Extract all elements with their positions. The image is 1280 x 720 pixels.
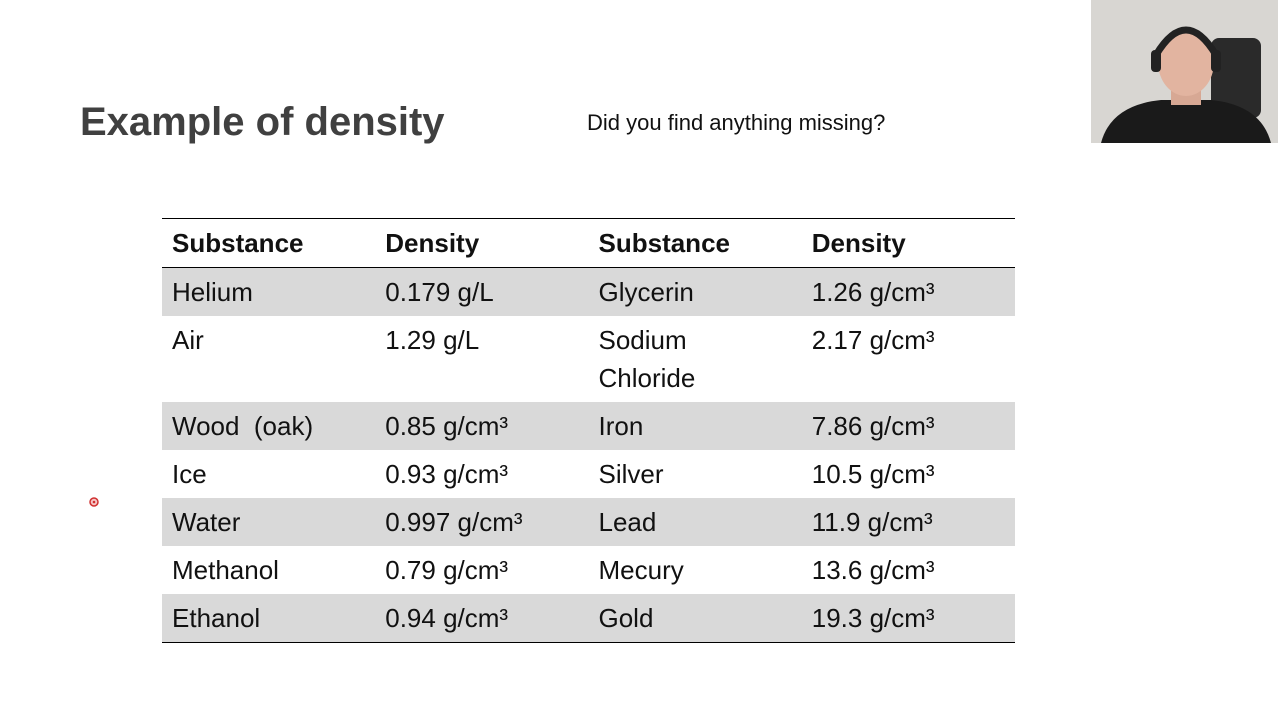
table-cell: Ethanol — [162, 594, 375, 643]
header-cell: Substance — [172, 228, 304, 258]
cell-text: 0.94 g/cm³ — [385, 603, 509, 633]
table-cell: Iron — [589, 402, 802, 450]
table-cell: 0.79 g/cm³ — [375, 546, 588, 594]
table-cell: Gold — [589, 594, 802, 643]
table-cell: Lead — [589, 498, 802, 546]
table-cell: 13.6 g/cm³ — [802, 546, 1015, 594]
table-cell: 7.86 g/cm³ — [802, 402, 1015, 450]
table-row: Wood (oak) 0.85 g/cm³ Iron 7.86 g/cm³ — [162, 402, 1015, 450]
table-cell: 10.5 g/cm³ — [802, 450, 1015, 498]
header-cell: Substance — [598, 228, 731, 258]
table-cell: Glycerin — [589, 268, 802, 317]
cell-text: 13.6 g/cm³ — [811, 555, 935, 585]
table-cell: Water — [162, 498, 375, 546]
table-cell: 1.26 g/cm³ — [802, 268, 1015, 317]
table-cell: 0.179 g/L — [375, 268, 588, 317]
cell-text: Air — [172, 325, 204, 355]
table-row: Air 1.29 g/L Sodium Chloride 2.17 g/cm³ — [162, 316, 1015, 402]
cell-text: 1.29 g/L — [385, 325, 480, 355]
webcam-view — [1091, 0, 1278, 143]
header-row: Substance Density Substance Density — [162, 218, 1015, 268]
cell-text: Gold — [598, 603, 654, 633]
cell-text: Sodium Chloride — [598, 325, 696, 393]
cell-text: Helium — [172, 277, 253, 307]
cell-text: Water — [172, 507, 241, 537]
table-cell: 1.29 g/L — [375, 316, 588, 402]
cell-text: Ice — [172, 459, 207, 489]
cell-text: 0.79 g/cm³ — [385, 555, 509, 585]
density-table: Substance Density Substance Density Heli… — [162, 218, 1015, 643]
table-cell: Ice — [162, 450, 375, 498]
cell-text: Lead — [598, 507, 657, 537]
cell-text: 10.5 g/cm³ — [811, 459, 935, 489]
cell-text: 0.997 g/cm³ — [385, 507, 523, 537]
cell-text: Ethanol — [172, 603, 261, 633]
table-cell: 0.997 g/cm³ — [375, 498, 588, 546]
table-row: Ethanol 0.94 g/cm³ Gold 19.3 g/cm³ — [162, 594, 1015, 643]
header-cell: Density — [811, 228, 906, 258]
table-cell: 0.85 g/cm³ — [375, 402, 588, 450]
table-body: Helium 0.179 g/L Glycerin 1.26 g/cm³ Air 1.29… — [162, 267, 1015, 643]
table-cell: Silver — [589, 450, 802, 498]
cell-text: 7.86 g/cm³ — [811, 411, 935, 441]
table-cell: Sodium Chloride — [589, 316, 802, 402]
cell-text: Methanol — [172, 555, 279, 585]
table-cell: 0.94 g/cm³ — [375, 594, 588, 643]
cell-text: Glycerin — [598, 277, 694, 307]
table-row: Helium 0.179 g/L Glycerin 1.26 g/cm³ — [162, 267, 1015, 317]
cell-text: Silver — [598, 459, 664, 489]
pointer — [89, 497, 99, 507]
table-header: Substance Density Substance Density — [162, 218, 1015, 268]
header-cell: Density — [385, 228, 480, 258]
slide-subtitle: Did you find anything missing? — [587, 110, 886, 135]
table-cell: Helium — [162, 268, 375, 317]
slide-title: Example of density — [80, 100, 445, 144]
table-cell: 2.17 g/cm³ — [802, 316, 1015, 402]
table-cell: 19.3 g/cm³ — [802, 594, 1015, 643]
cell-text: 2.17 g/cm³ — [811, 325, 935, 355]
table-cell: 0.93 g/cm³ — [375, 450, 588, 498]
cell-text: 11.9 g/cm³ — [811, 507, 933, 537]
table-row: Ice 0.93 g/cm³ Silver 10.5 g/cm³ — [162, 450, 1015, 498]
cell-text: Mecury — [598, 555, 684, 585]
table-row: Methanol 0.79 g/cm³ Mecury 13.6 g/cm³ — [162, 546, 1015, 594]
cell-text: 0.179 g/L — [385, 277, 494, 307]
table-cell: Methanol — [162, 546, 375, 594]
table-cell: Air — [162, 316, 375, 402]
cell-text: Wood (oak) — [172, 411, 314, 441]
cell-text: 19.3 g/cm³ — [811, 603, 935, 633]
cell-text: 0.85 g/cm³ — [385, 411, 509, 441]
table-cell: Wood (oak) — [162, 402, 375, 450]
cell-text: Iron — [598, 411, 644, 441]
table-row: Water 0.997 g/cm³ Lead 11.9 g/cm³ — [162, 498, 1015, 546]
cell-text: 1.26 g/cm³ — [811, 277, 935, 307]
cell-text: 0.93 g/cm³ — [385, 459, 509, 489]
table-cell: Mecury — [589, 546, 802, 594]
table-cell: 11.9 g/cm³ — [802, 498, 1015, 546]
